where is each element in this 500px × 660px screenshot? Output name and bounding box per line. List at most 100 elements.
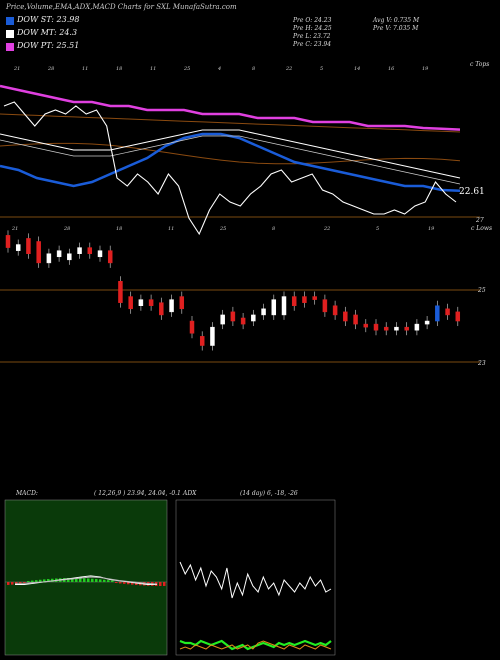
- macd-histogram-bar: [131, 582, 134, 585]
- legend-st: DOW ST: 23.98: [17, 15, 80, 24]
- candle: [169, 299, 174, 313]
- macd-histogram-bar: [83, 578, 86, 582]
- macd-histogram-bar: [7, 582, 10, 585]
- legend-mt: DOW MT: 24.3: [17, 28, 78, 37]
- candle: [435, 305, 440, 322]
- ema-date-label: 11: [150, 66, 156, 72]
- adx-series-adx: [179, 561, 332, 599]
- adx-panel: [175, 499, 336, 656]
- ema-date-label: 8: [252, 66, 255, 72]
- candle: [424, 320, 430, 325]
- ema-series-dow-mt: [0, 129, 461, 179]
- candle: [281, 296, 287, 316]
- candle-date-label: 5: [376, 226, 379, 232]
- candle: [77, 247, 82, 254]
- macd-histogram-bar: [123, 582, 126, 584]
- macd-histogram-bar: [43, 579, 46, 582]
- ema-series-mt-shadow: [0, 135, 461, 185]
- macd-histogram-bar: [91, 578, 94, 582]
- candle: [36, 241, 41, 264]
- candle: [414, 323, 420, 331]
- candle: [179, 296, 185, 310]
- candle-date-label: 25: [219, 226, 226, 232]
- ema-date-label: 22: [285, 66, 292, 72]
- macd-histogram-bar: [27, 581, 30, 582]
- candle-date-label: 18: [116, 226, 122, 232]
- candle: [5, 235, 11, 248]
- candle: [240, 317, 246, 325]
- stat-close: Pre C: 23.94: [293, 41, 332, 48]
- ema-price-line: [3, 101, 457, 236]
- ema-date-label: 11: [82, 66, 88, 72]
- adx-label: ADX: [183, 490, 197, 497]
- ema-series-dow-st: [0, 132, 461, 193]
- stat-avg-vol: Avg V: 0.735 M: [373, 17, 420, 24]
- candle: [251, 314, 256, 322]
- candle: [271, 299, 277, 316]
- macd-histogram-bar: [67, 578, 70, 582]
- macd-histogram-bar: [119, 582, 122, 584]
- candle: [46, 253, 52, 264]
- macd-histogram-bar: [79, 578, 82, 582]
- macd-histogram-bar: [163, 582, 166, 586]
- ema-envelope-upper: [0, 113, 461, 133]
- candle: [56, 250, 62, 258]
- legend-pt: DOW PT: 25.51: [17, 41, 80, 50]
- price-label-27: 27: [476, 217, 484, 224]
- macd-histogram-bar: [127, 582, 130, 585]
- candle: [394, 326, 399, 331]
- candle-date-label: 19: [428, 226, 435, 232]
- macd-histogram-bar: [95, 579, 98, 582]
- ema-right-label: c Tops: [470, 61, 490, 68]
- stat-pre-vol: Pre V: 7.035 M: [373, 25, 419, 32]
- price-label-25: 25: [478, 287, 486, 294]
- candle: [15, 244, 21, 251]
- macd-histogram-bar: [51, 578, 54, 582]
- ema-last-price: 22.61: [459, 187, 485, 197]
- candle: [67, 253, 72, 261]
- candle: [87, 247, 93, 254]
- candle: [261, 308, 266, 316]
- macd-histogram-bar: [111, 580, 114, 582]
- candle: [148, 299, 154, 306]
- macd-histogram-bar: [47, 579, 50, 582]
- ema-series-dow-pt: [0, 84, 461, 131]
- candle: [291, 296, 297, 306]
- macd-histogram-bar: [107, 580, 110, 582]
- candle-right-label: c Lows: [471, 225, 493, 232]
- candle: [220, 314, 225, 325]
- candle: [230, 311, 236, 322]
- ema-date-label: 25: [183, 66, 190, 72]
- stat-low: Pre L: 23.72: [293, 33, 331, 40]
- stat-open: Pre O: 24.23: [293, 17, 332, 24]
- legend-swatch-st: [6, 17, 14, 25]
- candle: [210, 326, 215, 346]
- candle-date-label: 21: [11, 226, 18, 232]
- candle-date-label: 22: [323, 226, 330, 232]
- candle: [159, 302, 164, 316]
- macd-histogram-bar: [23, 582, 26, 584]
- candle: [97, 250, 103, 258]
- candle: [26, 238, 31, 254]
- ema-date-label: 5: [320, 66, 323, 72]
- candle: [363, 323, 369, 328]
- macd-histogram-bar: [159, 582, 162, 586]
- adx-params: (14 day) 6, -18, -26: [240, 490, 298, 497]
- macd-histogram-bar: [103, 579, 106, 582]
- ema-date-label: 21: [13, 66, 20, 72]
- macd-histogram-bar: [87, 578, 90, 582]
- macd-histogram-bar: [39, 579, 42, 582]
- macd-histogram-bar: [11, 582, 14, 585]
- candle-date-label: 8: [272, 226, 275, 232]
- candle-date-label: 11: [168, 226, 174, 232]
- macd-label: MACD:: [16, 490, 38, 497]
- legend-swatch-mt: [6, 30, 14, 38]
- macd-histogram-bar: [35, 580, 38, 582]
- candle: [118, 281, 123, 303]
- macd-histogram-bar: [75, 578, 78, 582]
- candle: [189, 320, 195, 334]
- candle: [332, 305, 338, 316]
- ema-date-label: 14: [354, 66, 360, 72]
- macd-series-signal: [15, 576, 158, 585]
